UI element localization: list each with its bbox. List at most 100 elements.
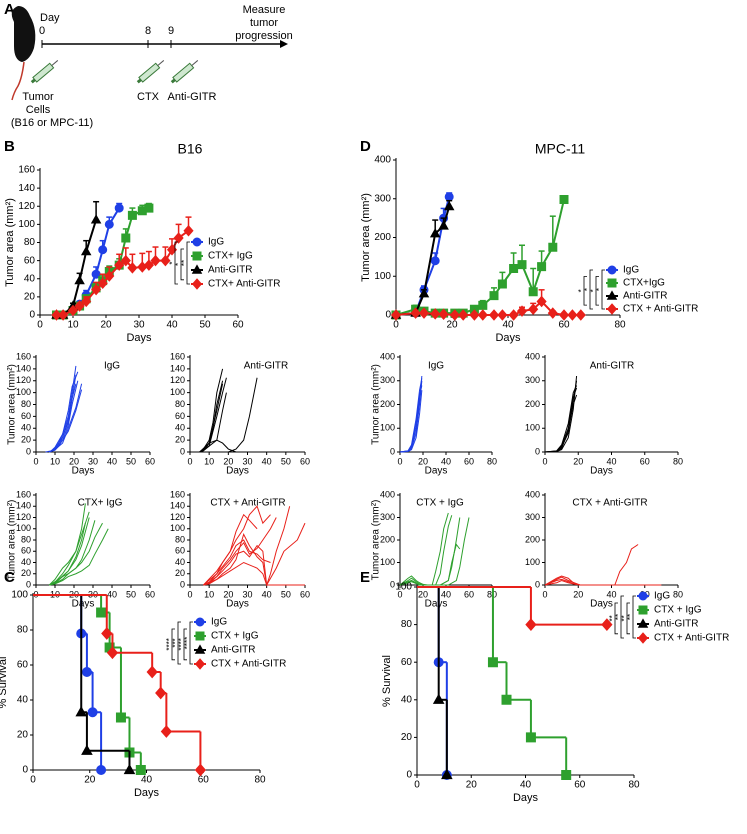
y-tick-label: 20 bbox=[175, 568, 185, 578]
y-tick-label: 60 bbox=[21, 546, 31, 556]
y-tick-label: 0 bbox=[29, 310, 35, 321]
x-tick-label: 20 bbox=[446, 320, 458, 331]
legend-marker bbox=[194, 658, 206, 670]
y-tick-label: 20 bbox=[175, 435, 185, 445]
point bbox=[150, 254, 161, 267]
point bbox=[104, 219, 114, 229]
x-tick-label: 0 bbox=[397, 456, 402, 466]
point bbox=[143, 259, 154, 271]
x-tick-label: 60 bbox=[464, 456, 474, 466]
legend-marker bbox=[638, 605, 648, 615]
y-tick-label: 400 bbox=[380, 489, 395, 499]
legend-marker bbox=[192, 237, 202, 247]
x-tick-label: 60 bbox=[145, 456, 155, 466]
syringe bbox=[170, 60, 199, 84]
y-tick-label: 140 bbox=[170, 363, 185, 373]
y-tick-label: 0 bbox=[180, 446, 185, 456]
y-tick-label: 120 bbox=[16, 375, 31, 385]
significance-label: ** bbox=[626, 614, 635, 620]
significance-bracket bbox=[626, 602, 630, 635]
point bbox=[67, 304, 79, 317]
x-tick-label: 0 bbox=[187, 589, 192, 599]
x-axis-label: Days bbox=[226, 599, 249, 610]
y-tick-label: 40 bbox=[21, 423, 31, 433]
y-tick-label: 20 bbox=[17, 730, 29, 741]
y-tick-label: 400 bbox=[380, 351, 395, 361]
point bbox=[438, 308, 449, 320]
point bbox=[81, 295, 92, 308]
y-tick-label: 60 bbox=[17, 660, 29, 671]
y-tick-label: 140 bbox=[16, 363, 31, 373]
x-tick-label: 20 bbox=[418, 456, 428, 466]
significance-label: * bbox=[577, 289, 586, 292]
point bbox=[489, 291, 499, 301]
significance-bracket bbox=[589, 269, 593, 310]
y-tick-label: 200 bbox=[525, 399, 540, 409]
point bbox=[458, 309, 469, 321]
y-tick-label: 100 bbox=[16, 523, 31, 533]
series-line bbox=[49, 528, 109, 586]
series-line bbox=[49, 522, 103, 586]
x-axis-label: Days bbox=[590, 466, 613, 477]
series-line bbox=[49, 517, 90, 586]
y-tick-label: 300 bbox=[525, 512, 540, 522]
point bbox=[558, 309, 570, 321]
significance-label: **** bbox=[165, 638, 174, 650]
x-tick-label: 40 bbox=[441, 589, 451, 599]
series-line bbox=[56, 207, 150, 316]
series-line bbox=[203, 561, 305, 586]
y-tick-label: 100 bbox=[170, 387, 185, 397]
x-tick-label: 60 bbox=[464, 589, 474, 599]
timeline-diagram: Day 0 8 9 Measure tumor progression Tumo… bbox=[11, 4, 293, 129]
x-tick-label: 30 bbox=[133, 320, 145, 331]
point bbox=[449, 309, 460, 321]
significance-bracket bbox=[189, 621, 193, 665]
point bbox=[478, 300, 488, 310]
point bbox=[525, 618, 537, 631]
y-tick-label: 60 bbox=[401, 657, 413, 668]
y-axis-label: Tumor area (mm²) bbox=[7, 500, 18, 581]
series-line bbox=[203, 513, 258, 586]
chart-title: CTX+ IgG bbox=[78, 498, 123, 509]
point bbox=[91, 283, 102, 296]
diagram-label: tumor bbox=[250, 17, 278, 29]
x-tick-label: 40 bbox=[107, 456, 117, 466]
x-tick-label: 80 bbox=[673, 456, 683, 466]
y-tick-label: 20 bbox=[401, 732, 413, 743]
x-tick-label: 0 bbox=[33, 456, 38, 466]
arrow-head bbox=[280, 40, 288, 48]
x-tick-label: 10 bbox=[204, 456, 214, 466]
y-tick-label: 40 bbox=[17, 695, 29, 706]
y-tick-label: 40 bbox=[175, 557, 185, 567]
x-tick-label: 50 bbox=[126, 589, 136, 599]
point bbox=[430, 256, 440, 266]
diagram-day: 9 bbox=[168, 25, 174, 37]
series-line bbox=[49, 523, 86, 586]
y-tick-label: 80 bbox=[17, 625, 29, 636]
x-tick-label: 40 bbox=[141, 775, 153, 786]
y-tick-label: 20 bbox=[21, 435, 31, 445]
point bbox=[120, 254, 131, 267]
point bbox=[194, 763, 207, 777]
x-tick-label: 30 bbox=[242, 589, 252, 599]
x-axis-label: Days bbox=[513, 792, 539, 804]
x-axis-label: Days bbox=[126, 332, 152, 344]
point bbox=[418, 307, 430, 319]
y-tick-label: 100 bbox=[525, 557, 540, 567]
point bbox=[58, 309, 69, 321]
point bbox=[183, 224, 194, 237]
significance-label: ** bbox=[620, 615, 629, 621]
y-tick-label: 100 bbox=[380, 423, 395, 433]
x-tick-label: 0 bbox=[397, 589, 402, 599]
legend-marker bbox=[195, 631, 205, 641]
x-tick-label: 10 bbox=[204, 589, 214, 599]
significance-label: ** bbox=[614, 614, 623, 620]
y-axis-label: Tumor area (mm²) bbox=[371, 500, 382, 581]
y-tick-label: 100 bbox=[395, 582, 412, 593]
x-tick-label: 30 bbox=[242, 456, 252, 466]
x-tick-label: 20 bbox=[573, 589, 583, 599]
y-tick-label: 0 bbox=[406, 770, 412, 781]
x-tick-label: 0 bbox=[37, 320, 43, 331]
x-tick-label: 30 bbox=[88, 456, 98, 466]
